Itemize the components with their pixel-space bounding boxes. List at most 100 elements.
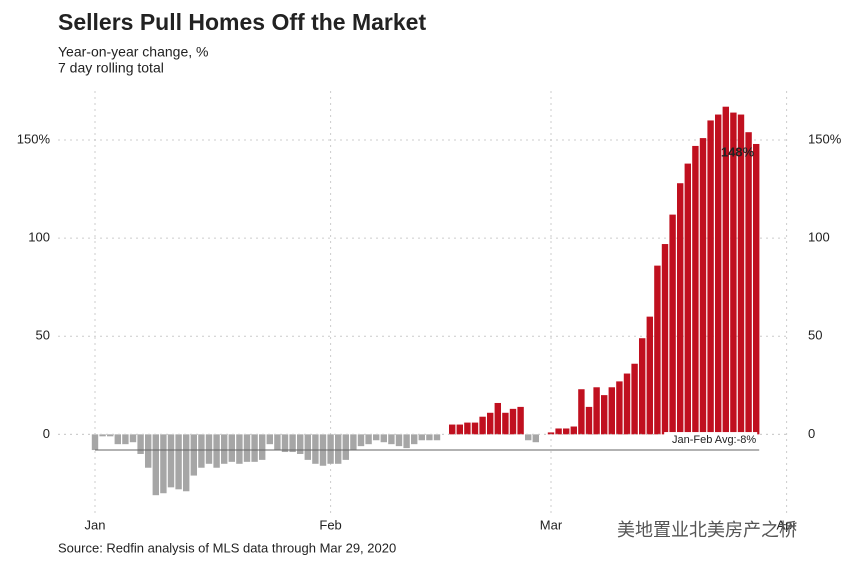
bar (160, 434, 167, 494)
bar (395, 434, 403, 447)
subtitle: Year-on-year change, % (58, 44, 208, 60)
bar (365, 434, 372, 445)
bar (471, 422, 479, 435)
bar (692, 145, 699, 435)
bar (585, 406, 593, 435)
bar (608, 387, 615, 435)
bar (213, 434, 220, 468)
bar (91, 434, 99, 451)
bar (259, 434, 266, 460)
bar (107, 434, 114, 437)
bar (593, 387, 600, 435)
bar (380, 434, 387, 443)
bar (502, 412, 509, 435)
bar (563, 428, 570, 435)
bar (175, 434, 182, 490)
x-tick-label: Feb (319, 517, 341, 532)
bar (122, 434, 129, 445)
bar (350, 434, 357, 451)
y-tick-label: 100 (28, 230, 50, 245)
bar (707, 120, 714, 435)
bar (449, 424, 456, 435)
y-tick-label: 50 (36, 328, 50, 343)
x-tick-label: Apr (776, 517, 797, 532)
bar (304, 434, 311, 460)
bar (129, 434, 137, 443)
y-tick-label-right: 100 (808, 230, 830, 245)
bar (403, 434, 410, 449)
bar (152, 434, 159, 496)
x-tick-label: Mar (540, 517, 563, 532)
bar (753, 143, 760, 435)
bar (509, 408, 517, 435)
bar (373, 434, 380, 441)
bar (167, 434, 175, 488)
bar (479, 416, 486, 435)
bar (669, 214, 676, 435)
bar (312, 434, 319, 464)
y-tick-label-right: 0 (808, 426, 815, 441)
chart-title: Sellers Pull Homes Off the Market (58, 9, 426, 35)
reference-label: Jan-Feb Avg:-8% (672, 434, 756, 446)
bar (654, 265, 661, 435)
bar (661, 244, 669, 435)
bar (190, 434, 197, 476)
bar (114, 434, 121, 445)
bar (631, 363, 638, 435)
bar (639, 338, 646, 435)
bar (745, 132, 752, 435)
y-tick-label-right: 50 (808, 328, 822, 343)
bar (578, 389, 585, 435)
bar (730, 112, 737, 435)
bar (251, 434, 258, 462)
bar (266, 434, 273, 445)
bar (616, 381, 623, 435)
bar (99, 434, 106, 437)
bar (722, 106, 729, 435)
bar (183, 434, 190, 492)
bar (335, 434, 342, 464)
bar (289, 434, 296, 453)
bar (715, 114, 722, 435)
bar (327, 434, 334, 464)
bar (677, 183, 684, 435)
bar (570, 426, 577, 435)
bar (205, 434, 213, 464)
bar (487, 412, 494, 435)
bar (221, 434, 228, 464)
bar (388, 434, 395, 445)
bar (145, 434, 152, 468)
bar (623, 373, 631, 435)
bar (547, 432, 555, 435)
bar (525, 434, 532, 441)
bar (555, 428, 562, 435)
y-tick-label: 150% (17, 131, 51, 146)
bar (494, 402, 501, 435)
subtitle: 7 day rolling total (58, 60, 164, 76)
bar (532, 434, 539, 443)
bar (684, 163, 691, 435)
reference-label-bg (664, 432, 758, 449)
bar (297, 434, 304, 454)
bar (646, 316, 653, 435)
y-tick-label: 0 (43, 426, 50, 441)
bar (342, 434, 349, 460)
bar (456, 424, 463, 435)
bar (433, 434, 441, 441)
bar (137, 434, 144, 454)
bar (601, 395, 608, 435)
bar (357, 434, 365, 447)
bar (699, 138, 707, 435)
y-tick-label-right: 150% (808, 131, 842, 146)
bar (281, 434, 289, 453)
watermark: 美地置业北美房产之桥 (617, 520, 797, 540)
x-tick-label: Jan (85, 517, 106, 532)
bar (198, 434, 205, 468)
bar (426, 434, 433, 441)
bar (228, 434, 235, 462)
bar (737, 114, 745, 435)
bar (236, 434, 243, 464)
bar (517, 406, 524, 435)
value-label: 148% (721, 144, 755, 159)
